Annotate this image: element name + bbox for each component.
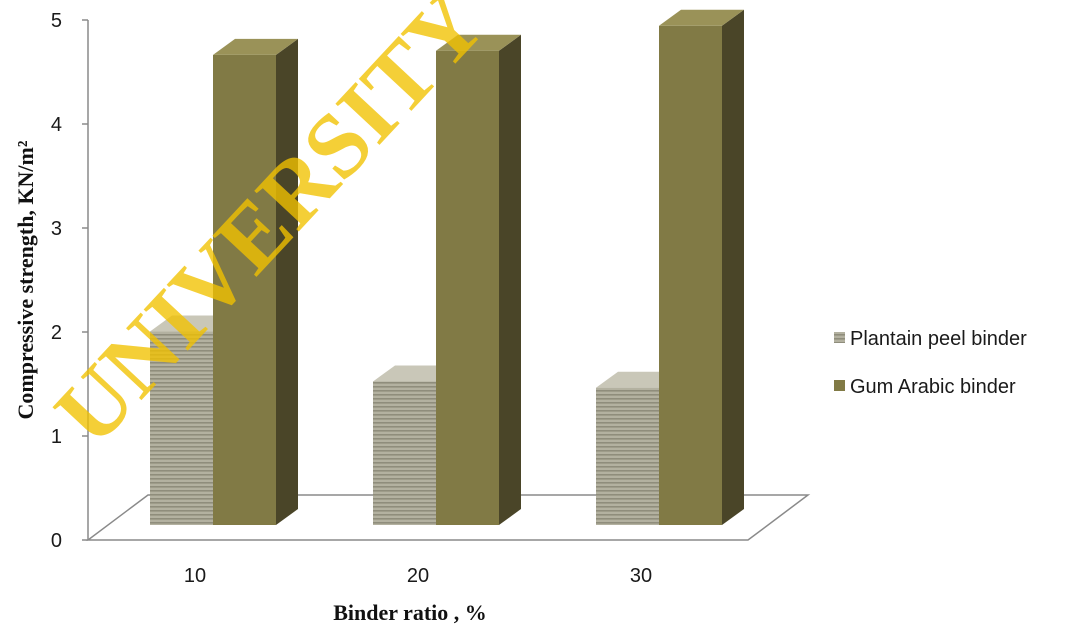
y-axis-ticks: 0 1 2 3 4 5: [51, 10, 88, 552]
bar-front: [373, 381, 436, 525]
bar-front: [436, 50, 499, 525]
bar-front: [659, 25, 722, 526]
y-tick-label: 3: [51, 218, 62, 240]
bar-side: [722, 9, 744, 526]
bar-front: [596, 387, 659, 525]
bar-side: [276, 38, 298, 526]
x-axis-ticks: 10 20 30: [184, 565, 652, 587]
y-axis-title: Compressive strength, KN/m²: [13, 140, 38, 419]
legend-label-gum: Gum Arabic binder: [850, 376, 1016, 398]
bars-group: [150, 9, 744, 526]
bar-top: [659, 9, 744, 26]
bar: [659, 9, 744, 526]
bar: [213, 38, 298, 526]
x-tick-label: 20: [407, 565, 429, 587]
bar-front: [150, 331, 213, 525]
legend-swatch-plantain: [834, 332, 845, 343]
bar-front: [213, 54, 276, 526]
legend-label-plantain: Plantain peel binder: [850, 328, 1027, 350]
y-tick-label: 5: [51, 10, 62, 32]
bar-top: [436, 34, 521, 51]
y-tick-label: 4: [51, 114, 62, 136]
y-tick-label: 0: [51, 530, 62, 552]
x-tick-label: 30: [630, 565, 652, 587]
bar-side: [499, 34, 521, 525]
x-tick-label: 10: [184, 565, 206, 587]
y-tick-label: 2: [51, 322, 62, 344]
legend: Plantain peel binder Gum Arabic binder: [834, 328, 1027, 398]
legend-swatch-gum: [834, 380, 845, 391]
y-tick-label: 1: [51, 426, 62, 448]
bar: [436, 34, 521, 525]
x-axis-title: Binder ratio , %: [333, 600, 487, 625]
bar-top: [213, 38, 298, 55]
